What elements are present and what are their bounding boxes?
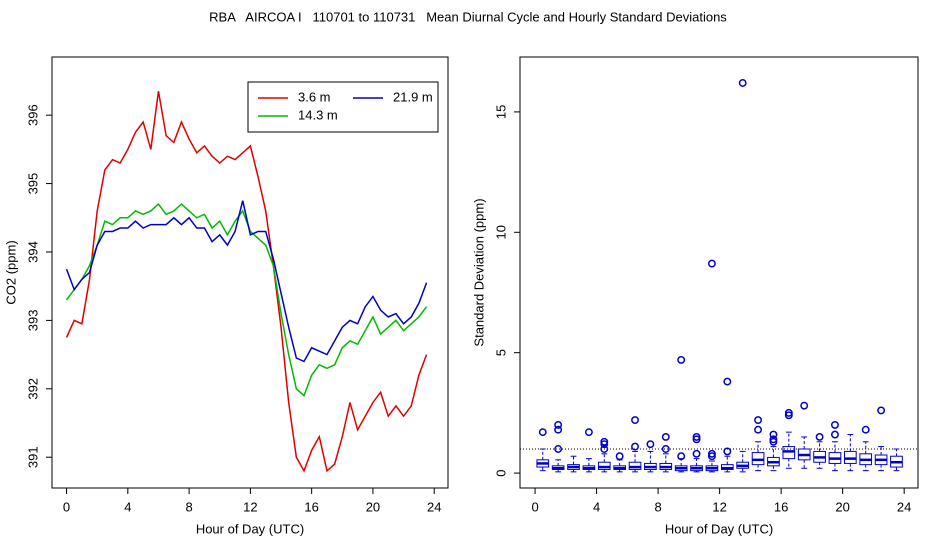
outlier (554, 425, 563, 434)
outlier (692, 435, 701, 444)
y-tick-label: 5 (493, 349, 508, 356)
y-tick-label: 15 (493, 105, 508, 119)
x-tick-label: 16 (774, 499, 788, 514)
x-tick-label: 20 (835, 499, 849, 514)
plot-frame (519, 56, 919, 489)
outlier (723, 377, 732, 386)
outlier (815, 433, 824, 441)
outlier (831, 420, 839, 429)
y-tick-label: 391 (25, 446, 40, 468)
y-axis-label: CO2 (ppm) (3, 240, 18, 304)
legend-label: 3.6 m (298, 89, 331, 104)
outlier (584, 428, 593, 437)
x-tick-label: 4 (124, 499, 131, 514)
data-line (65, 202, 428, 397)
outlier (754, 425, 763, 434)
outlier (538, 428, 547, 437)
x-tick-label: 0 (531, 499, 538, 514)
outlier (754, 416, 763, 425)
outlier (554, 445, 563, 453)
y-tick-label: 393 (25, 310, 40, 332)
outlier (877, 406, 886, 415)
outlier (784, 408, 793, 417)
outlier (600, 445, 609, 453)
x-tick-label: 20 (366, 499, 380, 514)
x-axis-label: Hour of Day (UTC) (665, 521, 773, 536)
outlier (769, 430, 778, 439)
outlier (661, 433, 670, 441)
y-tick-label: 394 (25, 241, 40, 263)
x-tick-label: 12 (243, 499, 257, 514)
outlier (692, 449, 701, 458)
outlier (831, 430, 839, 439)
x-tick-label: 24 (427, 499, 441, 514)
outlier (600, 440, 609, 449)
data-line (65, 200, 428, 363)
y-tick-label: 10 (493, 225, 508, 239)
outlier (631, 442, 639, 451)
x-tick-label: 24 (897, 499, 911, 514)
legend-frame (247, 81, 439, 133)
outlier (615, 452, 624, 461)
x-axis-label: Hour of Day (UTC) (196, 521, 304, 536)
outlier (707, 259, 716, 268)
y-axis-label: Standard Deviation (ppm) (471, 198, 486, 346)
outlier (707, 452, 716, 461)
y-tick-label: 395 (25, 173, 40, 195)
x-tick-label: 4 (593, 499, 600, 514)
outlier (861, 425, 870, 434)
outlier (631, 416, 639, 425)
outlier (784, 411, 793, 420)
legend-label: 14.3 m (298, 107, 338, 122)
chart-title: RBA AIRCOA I 110701 to 110731 Mean Diurn… (209, 9, 727, 24)
y-tick-label: 392 (25, 378, 40, 400)
outlier (707, 449, 716, 458)
y-tick-label: 0 (493, 469, 508, 476)
legend-label: 21.9 m (393, 89, 433, 104)
outlier (600, 437, 609, 446)
x-tick-label: 0 (63, 499, 70, 514)
outlier (769, 435, 778, 444)
outlier (738, 79, 747, 87)
outlier (646, 440, 655, 449)
x-tick-label: 8 (654, 499, 661, 514)
outlier (677, 452, 686, 461)
outlier (554, 420, 563, 429)
outlier (769, 437, 778, 446)
outlier (661, 445, 670, 453)
y-tick-label: 396 (25, 104, 40, 126)
data-line (65, 91, 428, 473)
outlier (800, 401, 809, 410)
outlier (677, 355, 686, 364)
outlier (723, 447, 732, 456)
x-tick-label: 12 (712, 499, 726, 514)
x-tick-label: 8 (185, 499, 192, 514)
x-tick-label: 16 (304, 499, 318, 514)
outlier (692, 433, 701, 441)
